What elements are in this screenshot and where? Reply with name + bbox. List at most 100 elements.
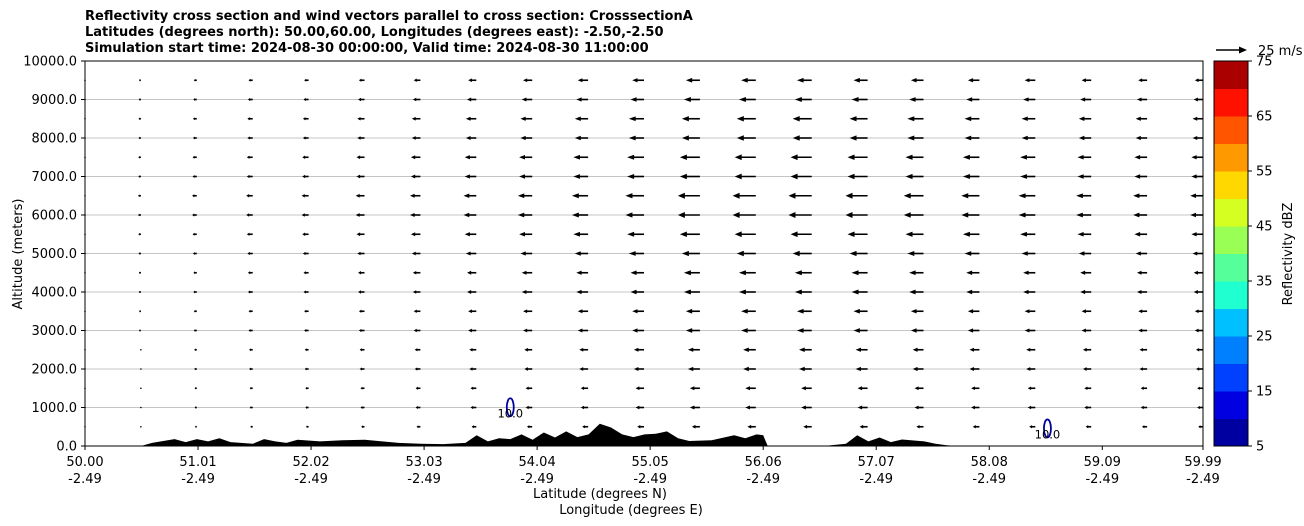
colorbar-segment	[1214, 143, 1248, 172]
wind-vector-head	[738, 289, 746, 295]
wind-vector-head	[571, 193, 579, 199]
wind-vector-head	[907, 135, 915, 141]
wind-vector	[579, 347, 589, 352]
wind-vector	[249, 406, 253, 409]
wind-vector-head	[303, 290, 306, 294]
wind-vector-head	[1077, 174, 1084, 179]
wind-vector-head	[905, 173, 913, 180]
chart-title-line-3: Simulation start time: 2024-08-30 00:00:…	[85, 41, 649, 56]
wind-vector-head	[1080, 289, 1086, 295]
wind-vector	[732, 192, 756, 199]
wind-vector-head	[628, 135, 636, 141]
wind-vector-head	[1194, 328, 1199, 333]
colorbar-tick-label: 15	[1256, 385, 1273, 400]
wind-vector	[625, 212, 644, 218]
colorbar-segment	[1214, 61, 1248, 89]
wind-vector-head	[193, 309, 196, 313]
wind-vector	[632, 328, 644, 333]
wind-vector-head	[573, 231, 580, 237]
wind-vector	[679, 231, 700, 238]
wind-vector	[734, 154, 756, 161]
wind-vector-head	[192, 174, 195, 179]
wind-vector	[1082, 367, 1092, 371]
wind-vector-head	[416, 425, 419, 429]
wind-vector	[962, 154, 980, 160]
wind-vector	[246, 232, 253, 236]
wind-vector-head	[139, 329, 140, 332]
wind-vector	[681, 135, 700, 141]
wind-vector	[193, 271, 197, 275]
wind-vector	[411, 136, 421, 140]
wind-vector-head	[1023, 270, 1029, 275]
wind-vector	[357, 116, 365, 121]
wind-vector-head	[521, 97, 527, 102]
wind-vector	[468, 328, 477, 333]
wind-vector	[1134, 155, 1148, 160]
wind-vector-head	[411, 136, 416, 140]
wind-vector-head	[468, 78, 472, 83]
wind-vector	[971, 386, 980, 391]
wind-vector	[1192, 251, 1203, 256]
wind-vector	[139, 78, 141, 82]
wind-vector	[966, 289, 980, 295]
wind-vector	[967, 328, 980, 333]
colorbar-tick-label: 55	[1256, 165, 1273, 180]
wind-vector-head	[1020, 154, 1027, 160]
wind-vector-head	[1024, 78, 1030, 83]
wind-vector-head	[525, 405, 529, 410]
y-axis-label: Altitude (meters)	[11, 199, 26, 310]
wind-vector	[410, 232, 421, 237]
wind-vector	[193, 251, 197, 256]
wind-vector-head	[304, 367, 307, 371]
wind-vector	[734, 231, 756, 238]
x-tick-label-lon: -2.49	[407, 472, 441, 487]
wind-vector-head	[1191, 232, 1197, 237]
wind-vector	[627, 173, 644, 180]
wind-vector-head	[1194, 78, 1199, 83]
wind-vector-head	[193, 136, 195, 140]
wind-vector	[192, 213, 197, 217]
wind-vector	[625, 193, 644, 199]
wind-vector-head	[519, 174, 526, 179]
wind-vector	[635, 386, 644, 391]
wind-vector	[303, 271, 309, 275]
wind-vector	[907, 116, 924, 122]
wind-vector	[679, 154, 700, 161]
wind-vector-head	[1140, 405, 1144, 410]
wind-vector	[685, 77, 700, 83]
reflectivity-contour	[505, 397, 515, 418]
wind-vector-head	[637, 425, 641, 429]
wind-vector-head	[470, 405, 474, 410]
wind-vector	[414, 367, 421, 371]
wind-vector-head	[847, 173, 855, 180]
wind-vector	[302, 117, 309, 121]
wind-vector	[576, 270, 589, 275]
wind-vector	[849, 250, 868, 257]
wind-vector-head	[138, 213, 140, 217]
wind-vector	[792, 250, 812, 257]
wind-vector-head	[903, 192, 911, 199]
wind-vector-dot	[140, 387, 142, 390]
wind-vector	[1197, 386, 1203, 390]
wind-vector-head	[681, 135, 689, 141]
wind-vector	[914, 405, 924, 410]
wind-vector	[517, 212, 533, 218]
wind-vector	[855, 366, 868, 372]
wind-vector	[1076, 193, 1092, 199]
wind-vector-head	[1196, 347, 1200, 352]
wind-vector-head	[412, 270, 417, 275]
colorbar-label: Reflectivity dBZ	[1281, 203, 1296, 306]
wind-vector-head	[635, 386, 640, 391]
y-tick-label: 5000.0	[32, 247, 78, 262]
wind-vector	[468, 309, 477, 314]
wind-vector-head	[574, 116, 581, 122]
wind-vector	[305, 386, 309, 390]
wind-vector-head	[1080, 270, 1086, 275]
wind-vector-head	[743, 347, 749, 352]
wind-vector-head	[470, 386, 474, 390]
wind-vector	[912, 366, 924, 372]
wind-vector-head	[790, 231, 798, 238]
wind-vector-head	[467, 290, 472, 294]
wind-vector-head	[248, 78, 251, 82]
contour-label: 10.0	[1035, 427, 1061, 441]
